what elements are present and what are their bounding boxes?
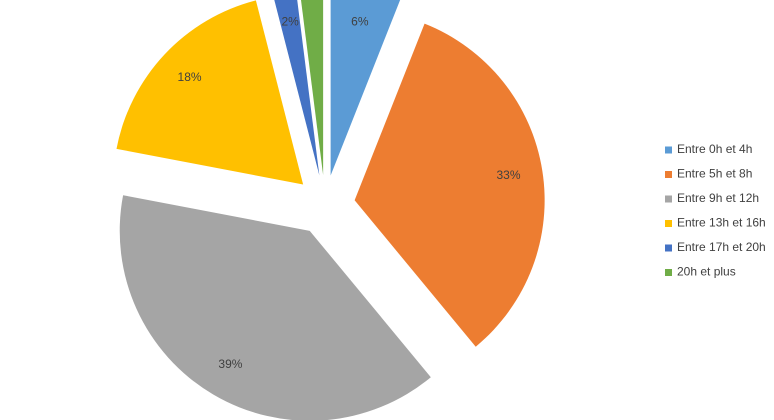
pie-slice: [116, 0, 304, 185]
data-label: 33%: [496, 168, 520, 182]
legend-swatch: [665, 146, 672, 154]
legend-label: Entre 13h et 16h: [677, 216, 766, 230]
pie-slice: [119, 195, 431, 420]
pie-slice: [330, 0, 401, 176]
pie-slice: [274, 0, 320, 176]
data-label: 6%: [351, 15, 369, 29]
legend-swatch: [665, 171, 672, 178]
legend-label: Entre 9h et 12h: [677, 191, 759, 205]
data-label: 2%: [282, 15, 300, 29]
legend-swatch: [665, 244, 672, 252]
legend-swatch: [665, 195, 672, 203]
legend-label: Entre 0h et 4h: [677, 142, 752, 156]
pie-slice: [354, 23, 545, 347]
legend-label: Entre 17h et 20h: [677, 240, 766, 254]
legend-swatch: [665, 220, 672, 227]
legend-swatch: [665, 269, 672, 276]
data-label: 39%: [218, 357, 242, 371]
pie-slice: [301, 0, 324, 176]
legend-label: Entre 5h et 8h: [677, 167, 752, 181]
legend-label: 20h et plus: [677, 265, 736, 279]
data-label: 18%: [178, 70, 202, 84]
